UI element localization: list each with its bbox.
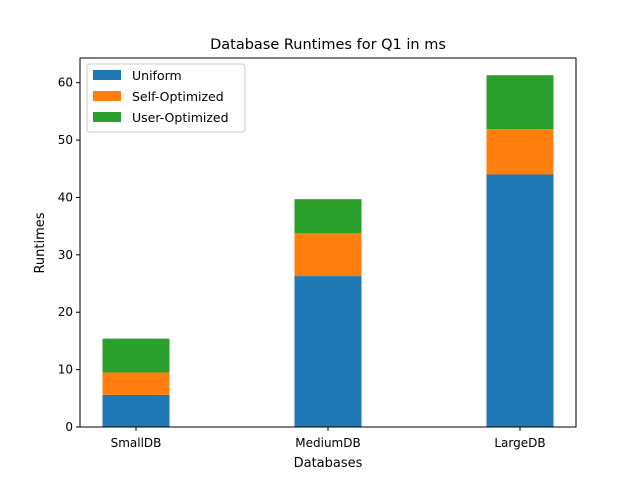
y-tick-label: 30	[58, 248, 73, 262]
bar-mediumdb-uniform	[294, 276, 362, 427]
plot-frame	[79, 57, 577, 428]
legend-swatch	[93, 70, 121, 80]
chart-title: Database Runtimes for Q1 in ms	[210, 37, 446, 53]
x-tick-label: MediumDB	[295, 436, 360, 450]
bar-smalldb-uniform	[102, 394, 170, 427]
bar-largedb-self-optimized	[486, 129, 554, 175]
legend: Uniform Self-Optimized User-Optimized	[86, 63, 246, 133]
legend-label: User-Optimized	[132, 110, 229, 125]
bar-smalldb-self-optimized	[102, 372, 170, 395]
x-axis-label: Databases	[294, 456, 363, 471]
bar-mediumdb-user-optimized	[294, 199, 362, 234]
legend-box	[86, 63, 246, 133]
y-tick-label: 60	[58, 76, 73, 90]
y-tick-label: 0	[65, 420, 73, 434]
x-axis-ticks: SmallDB MediumDB LargeDB	[111, 427, 546, 450]
x-tick-label: SmallDB	[111, 436, 162, 450]
y-tick-label: 20	[58, 305, 73, 319]
bar-largedb-user-optimized	[486, 75, 554, 130]
bar-smalldb-user-optimized	[102, 338, 170, 373]
legend-swatch	[93, 112, 121, 122]
y-axis-label: Runtimes	[33, 212, 48, 273]
legend-label: Uniform	[132, 68, 182, 83]
y-tick-label: 40	[58, 190, 73, 204]
y-tick-label: 50	[58, 133, 73, 147]
x-tick-label: LargeDB	[494, 436, 545, 450]
y-axis-ticks: 0 10 20 30 40 50 60	[58, 76, 80, 434]
y-tick-label: 10	[58, 363, 73, 377]
bar-mediumdb-self-optimized	[294, 233, 362, 277]
bar-largedb-uniform	[486, 174, 554, 427]
legend-label: Self-Optimized	[132, 89, 224, 104]
bars-group	[102, 75, 554, 427]
legend-swatch	[93, 91, 121, 101]
